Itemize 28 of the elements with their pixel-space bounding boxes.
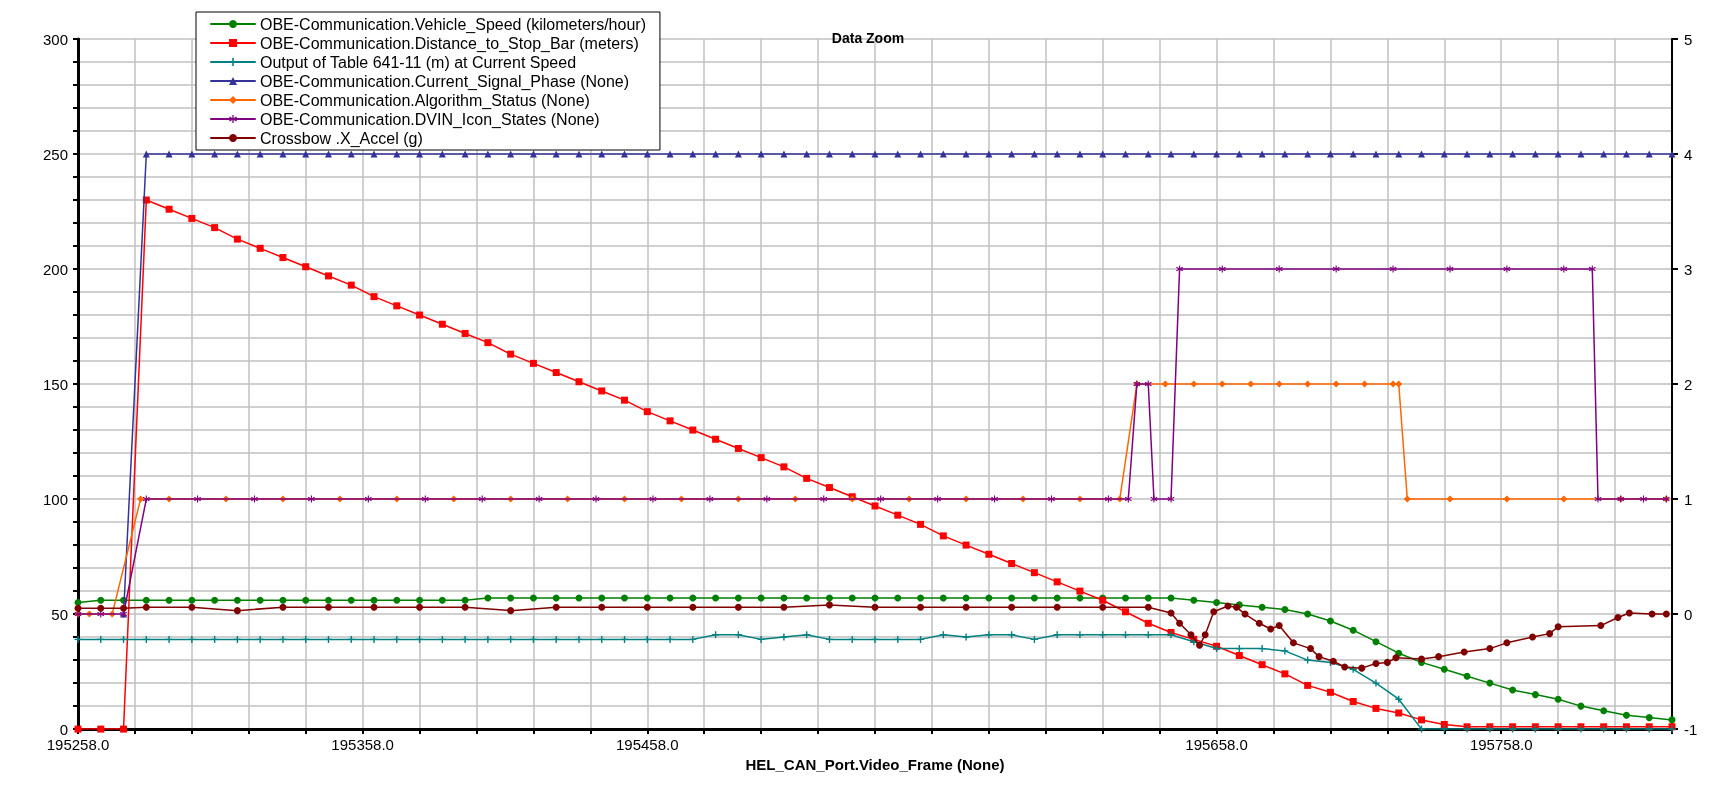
y-tick-label: 0 <box>59 720 68 738</box>
x-tick-label: 195458.0 <box>616 736 679 754</box>
y2-tick-label: 1 <box>1684 490 1693 508</box>
y2-tick-label: 4 <box>1684 145 1693 163</box>
y-tick-label: 300 <box>42 30 68 48</box>
legend-label: OBE-Communication.Current_Signal_Phase (None) <box>260 72 630 91</box>
legend-label: OBE-Communication.Algorithm_Status (None) <box>260 91 590 110</box>
legend-label: OBE-Communication.DVIN_Icon_States (None) <box>260 110 600 129</box>
x-axis-title: HEL_CAN_Port.Video_Frame (None) <box>745 756 1005 773</box>
x-tick-label: 195358.0 <box>331 736 394 754</box>
y-tick-label: 50 <box>51 605 68 623</box>
y-tick-label: 150 <box>42 375 68 393</box>
x-tick-label: 195258.0 <box>46 736 110 754</box>
legend-label: Crossbow .X_Accel (g) <box>260 129 423 148</box>
y2-tick-label: -1 <box>1684 720 1698 738</box>
legend-label: OBE-Communication.Vehicle_Speed (kilometers/hour) <box>260 15 646 34</box>
y-tick-label: 250 <box>42 145 68 163</box>
y-tick-label: 100 <box>42 490 68 508</box>
y2-tick-label: 2 <box>1684 375 1693 393</box>
chart-title: Data Zoom <box>831 30 905 46</box>
x-tick-label: 195658.0 <box>1185 736 1248 754</box>
y2-tick-label: 5 <box>1684 30 1693 48</box>
legend-label: Output of Table 641-11 (m) at Current Speed <box>260 53 577 71</box>
legend-label: OBE-Communication.Distance_to_Stop_Bar (meters) <box>260 34 639 53</box>
y-tick-label: 200 <box>42 260 68 278</box>
y2-tick-label: 3 <box>1684 260 1693 278</box>
y2-tick-label: 0 <box>1684 605 1693 623</box>
x-tick-label: 195758.0 <box>1469 736 1533 754</box>
